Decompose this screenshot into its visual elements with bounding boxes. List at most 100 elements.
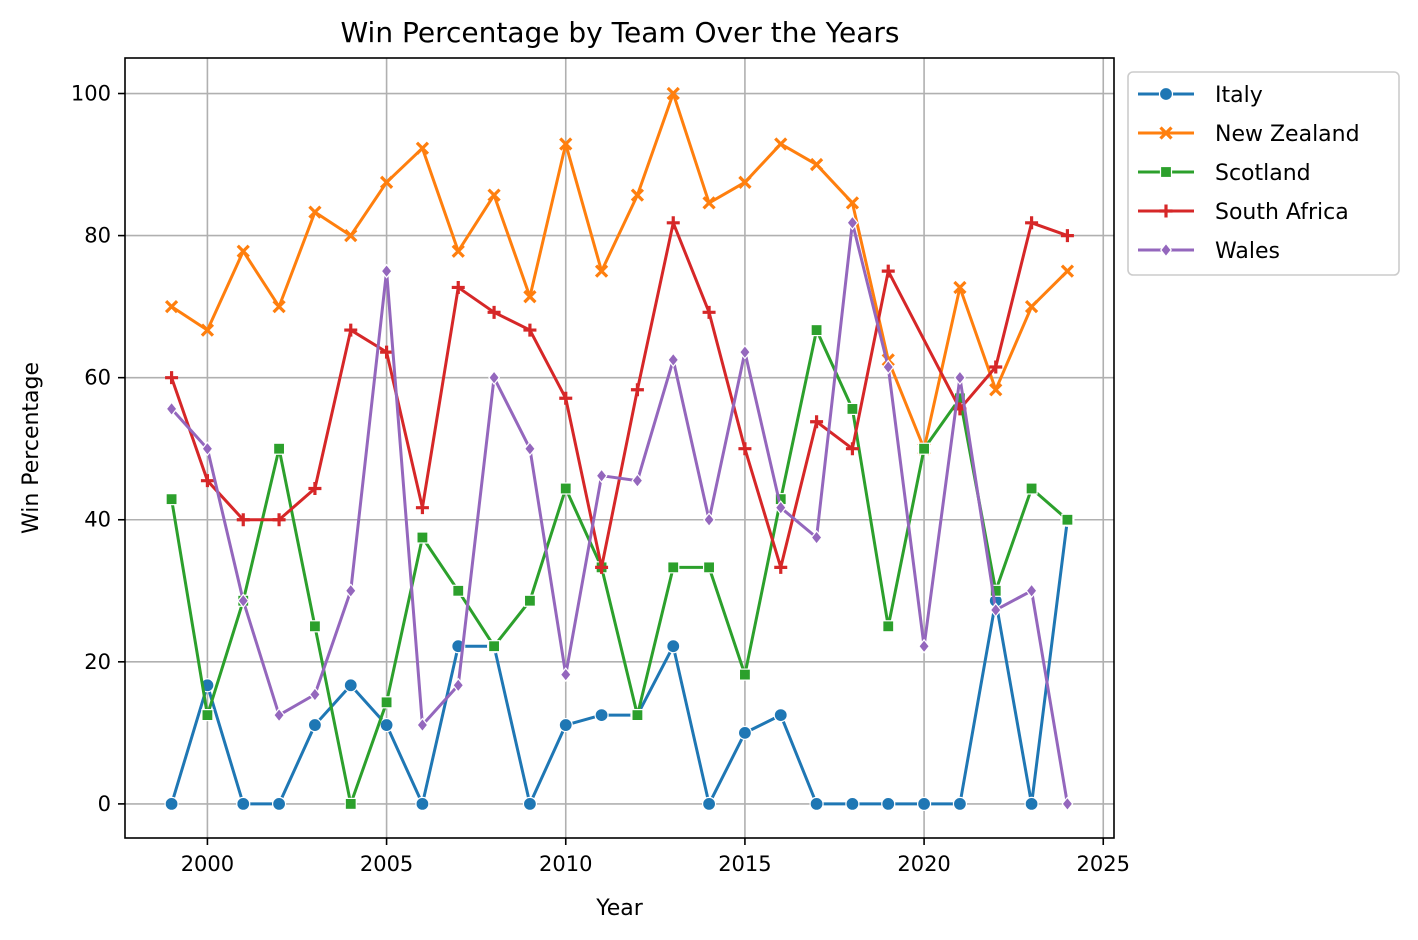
data-point <box>845 196 860 210</box>
legend-item: New Zealand <box>1138 122 1360 147</box>
legend-marker <box>1158 86 1174 102</box>
data-point <box>846 215 859 231</box>
data-point <box>200 323 215 337</box>
data-point <box>200 474 214 488</box>
legend-item: South Africa <box>1138 200 1349 225</box>
data-point <box>487 640 501 653</box>
data-point <box>488 370 501 386</box>
data-point <box>416 717 429 733</box>
legend-item: Wales <box>1138 239 1280 264</box>
data-point <box>523 594 537 607</box>
data-point <box>201 441 214 457</box>
series-wales <box>165 215 1074 812</box>
data-point <box>809 796 824 812</box>
data-point <box>415 796 430 812</box>
data-point <box>810 530 823 545</box>
legend-label: South Africa <box>1215 200 1349 225</box>
data-point <box>594 264 609 278</box>
legend-marker <box>1160 242 1172 258</box>
data-point <box>343 678 358 693</box>
data-point <box>810 323 823 337</box>
data-point <box>272 442 286 455</box>
x-tick-label: 2015 <box>718 852 771 876</box>
data-point <box>452 584 465 597</box>
data-point <box>201 709 214 722</box>
data-point <box>702 196 716 210</box>
data-point <box>451 280 465 294</box>
data-point <box>630 188 645 202</box>
data-point <box>666 216 680 230</box>
data-point <box>1061 513 1074 526</box>
data-point <box>272 513 286 527</box>
data-point <box>165 401 178 417</box>
legend-marker <box>1159 165 1173 179</box>
data-point <box>522 796 538 812</box>
y-tick-label: 100 <box>71 82 111 106</box>
y-tick-label: 20 <box>84 650 111 674</box>
data-point <box>809 157 824 172</box>
data-point <box>380 263 393 279</box>
data-point <box>989 584 1002 597</box>
data-point <box>523 290 537 304</box>
data-point <box>953 280 967 295</box>
legend-item: Scotland <box>1138 161 1311 186</box>
x-tick-label: 2020 <box>897 852 950 876</box>
data-point <box>666 86 680 101</box>
data-point <box>559 391 573 405</box>
series-line <box>170 328 1069 806</box>
data-point <box>774 137 788 151</box>
data-point <box>379 175 394 189</box>
data-point <box>236 244 250 258</box>
data-point <box>559 667 572 683</box>
data-point <box>881 264 895 278</box>
data-point <box>702 561 716 574</box>
data-point <box>595 560 609 574</box>
legend-label: Italy <box>1215 83 1263 108</box>
data-point <box>559 482 572 495</box>
data-point <box>380 345 394 359</box>
data-point <box>344 228 358 243</box>
data-point <box>917 442 931 455</box>
series-italy <box>164 512 1075 812</box>
data-point <box>630 383 644 397</box>
y-tick-label: 0 <box>98 792 111 816</box>
data-point <box>308 687 321 702</box>
data-point <box>846 402 859 416</box>
legend-marker <box>1159 126 1173 140</box>
data-point <box>952 796 968 812</box>
data-point <box>344 583 357 599</box>
data-point <box>701 796 717 812</box>
data-point <box>737 725 753 740</box>
data-point <box>380 696 393 709</box>
legend-item: Italy <box>1138 83 1263 108</box>
data-point <box>773 708 788 723</box>
data-point <box>1025 216 1039 230</box>
data-point <box>558 717 573 733</box>
data-point <box>487 188 501 202</box>
data-point <box>344 323 358 337</box>
data-point <box>845 796 860 812</box>
data-point <box>667 352 680 368</box>
data-point <box>415 501 429 515</box>
data-point <box>989 602 1002 618</box>
data-point <box>667 561 680 574</box>
data-point <box>523 441 536 457</box>
series-line <box>170 221 1069 805</box>
data-point <box>738 442 752 456</box>
data-point <box>953 370 966 386</box>
data-point <box>165 493 178 506</box>
legend-label: Wales <box>1215 239 1280 264</box>
data-point <box>989 383 1003 397</box>
series-south-africa <box>165 216 1074 574</box>
legend-box <box>1127 71 1400 276</box>
data-point <box>272 300 286 314</box>
data-point <box>164 300 179 314</box>
data-point <box>452 677 465 693</box>
y-tick-label: 40 <box>84 508 111 532</box>
data-point <box>774 560 788 574</box>
x-tick-label: 2005 <box>360 852 413 876</box>
series-line <box>170 92 1069 451</box>
data-point <box>307 717 323 733</box>
data-point <box>738 668 752 681</box>
